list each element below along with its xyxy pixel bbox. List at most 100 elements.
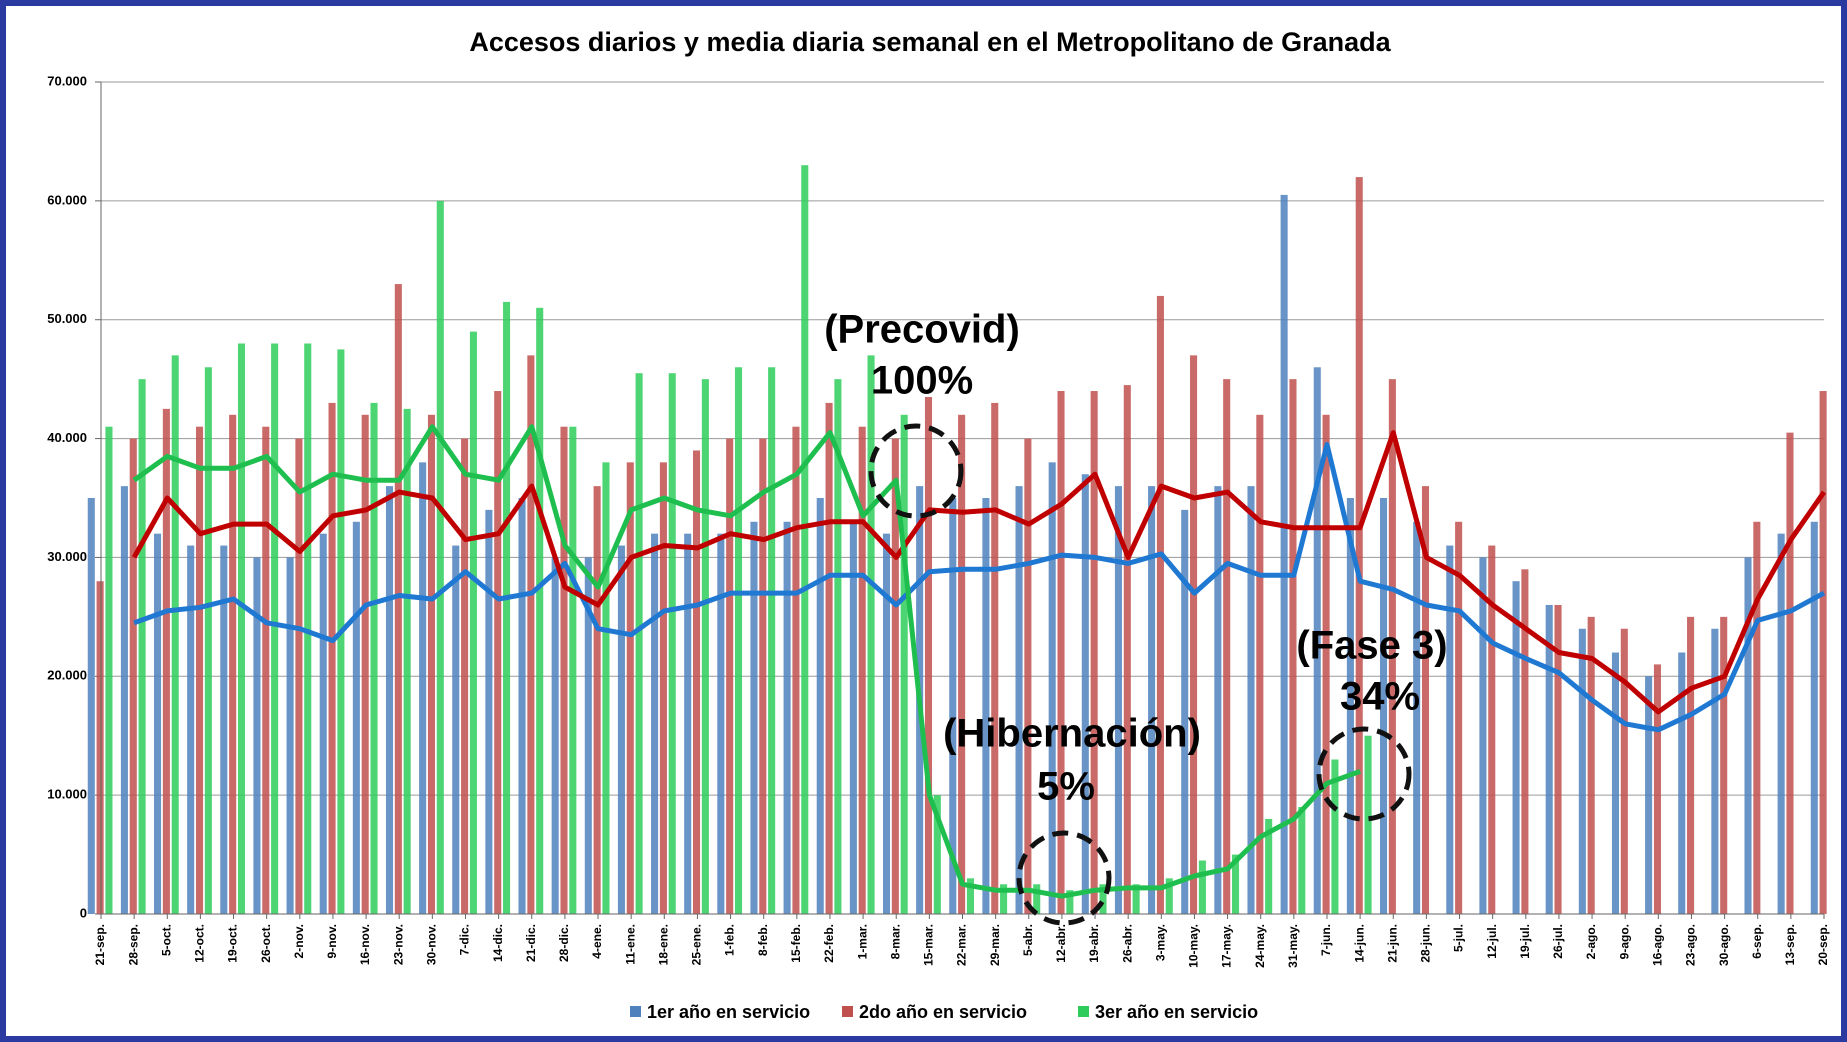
bar [1165, 878, 1173, 914]
x-tick-label: 26-abr. [1120, 924, 1134, 963]
bar [584, 557, 592, 914]
bar [129, 438, 137, 914]
bar [518, 498, 526, 914]
bar [1388, 379, 1396, 915]
bar [684, 533, 692, 914]
bar [229, 414, 237, 914]
average-line [131, 430, 1827, 715]
bar [1379, 498, 1388, 914]
annotation: 5% [1037, 765, 1095, 809]
bar [991, 402, 999, 914]
average-line [133, 442, 1826, 733]
bar [617, 545, 625, 914]
bar [1148, 486, 1156, 914]
x-tick-label: 21-sep. [93, 924, 107, 965]
x-tick-label: 25-ene. [690, 924, 704, 965]
bar [849, 521, 857, 914]
x-tick-label: 18-ene. [656, 924, 670, 965]
x-tick-label: 9-ago. [1617, 924, 1631, 959]
bar [1057, 391, 1065, 914]
y-tick-label: 30.000 [47, 549, 87, 564]
x-tick-label: 11-ene. [623, 924, 637, 965]
bar [1298, 807, 1306, 914]
x-tick-label: 17-may. [1220, 924, 1234, 968]
bar [452, 545, 460, 914]
bar [1744, 557, 1752, 914]
x-tick-label: 9-nov. [325, 924, 339, 958]
x-tick-label: 5-jul. [1452, 924, 1466, 952]
bar [171, 355, 179, 914]
bar [1578, 628, 1586, 914]
annotation: (Hibernación) [943, 712, 1201, 756]
bar [924, 396, 933, 914]
x-tick-label: 30-nov. [425, 924, 439, 965]
bar [1313, 367, 1321, 914]
x-tick-label: 7-dic. [458, 924, 472, 955]
x-tick-label: 29-mar. [988, 924, 1002, 966]
bar [1247, 486, 1255, 914]
x-tick-label: 28-sep. [126, 924, 140, 965]
bar [693, 450, 701, 914]
x-tick-label: 31-may. [1286, 924, 1300, 968]
x-tick-label: 28-dic. [557, 924, 571, 962]
bar [503, 301, 511, 914]
bar [527, 355, 535, 914]
bar [1413, 521, 1421, 914]
bar [403, 408, 411, 914]
legend-swatch [1078, 1006, 1089, 1017]
bar [834, 379, 842, 915]
bar [1132, 884, 1140, 914]
bar [792, 426, 800, 914]
x-tick-label: 12-oct. [193, 924, 207, 963]
bar [882, 533, 891, 914]
bar [1181, 509, 1189, 914]
legend-label: 1er año en servicio [647, 1002, 810, 1022]
bar [867, 355, 875, 914]
bar [1645, 676, 1653, 914]
bar [162, 408, 170, 914]
bar [1810, 521, 1818, 914]
bar [1479, 557, 1487, 914]
bar [436, 200, 444, 914]
x-tick-label: 21-jun. [1385, 924, 1399, 963]
bar [1123, 385, 1131, 915]
bar [204, 367, 212, 914]
annotations: (Precovid) 100% (Hibernación) 5% (Fase 3… [824, 308, 1448, 926]
bar [701, 379, 709, 915]
bar [1322, 414, 1330, 914]
x-tick-label: 3-may. [1153, 924, 1167, 961]
bar [626, 462, 634, 914]
bar [1033, 884, 1041, 914]
legend-swatch [630, 1006, 641, 1017]
bar [536, 307, 544, 914]
x-tick-label: 2-ago. [1584, 924, 1598, 959]
x-tick-label: 6-sep. [1750, 924, 1764, 959]
bar [1753, 521, 1761, 914]
x-tick-label: 16-nov. [358, 924, 372, 965]
y-tick-label: 0 [80, 905, 87, 920]
bar [1280, 194, 1288, 914]
y-tick-label: 60.000 [47, 192, 87, 207]
bar [635, 373, 643, 914]
x-tick-label: 8-feb. [756, 924, 770, 956]
bar [900, 414, 908, 914]
bar [659, 462, 667, 914]
bar [1786, 432, 1794, 914]
bar [891, 438, 899, 914]
y-tick-label: 70.000 [47, 73, 87, 88]
annotation: (Fase 3) [1296, 624, 1447, 668]
bar [1711, 628, 1719, 914]
x-tick-label: 4-ene. [590, 924, 604, 959]
bar [560, 426, 568, 914]
bar [1653, 664, 1661, 914]
bar [361, 414, 369, 914]
annotation: 100% [871, 359, 973, 403]
bar [237, 343, 246, 914]
bar [1512, 581, 1520, 914]
bar [370, 402, 378, 914]
annotation: 34% [1340, 675, 1420, 719]
bar [1620, 628, 1628, 914]
bar [1687, 616, 1695, 914]
x-tick-label: 1-feb. [723, 924, 737, 956]
bar [1081, 474, 1089, 914]
